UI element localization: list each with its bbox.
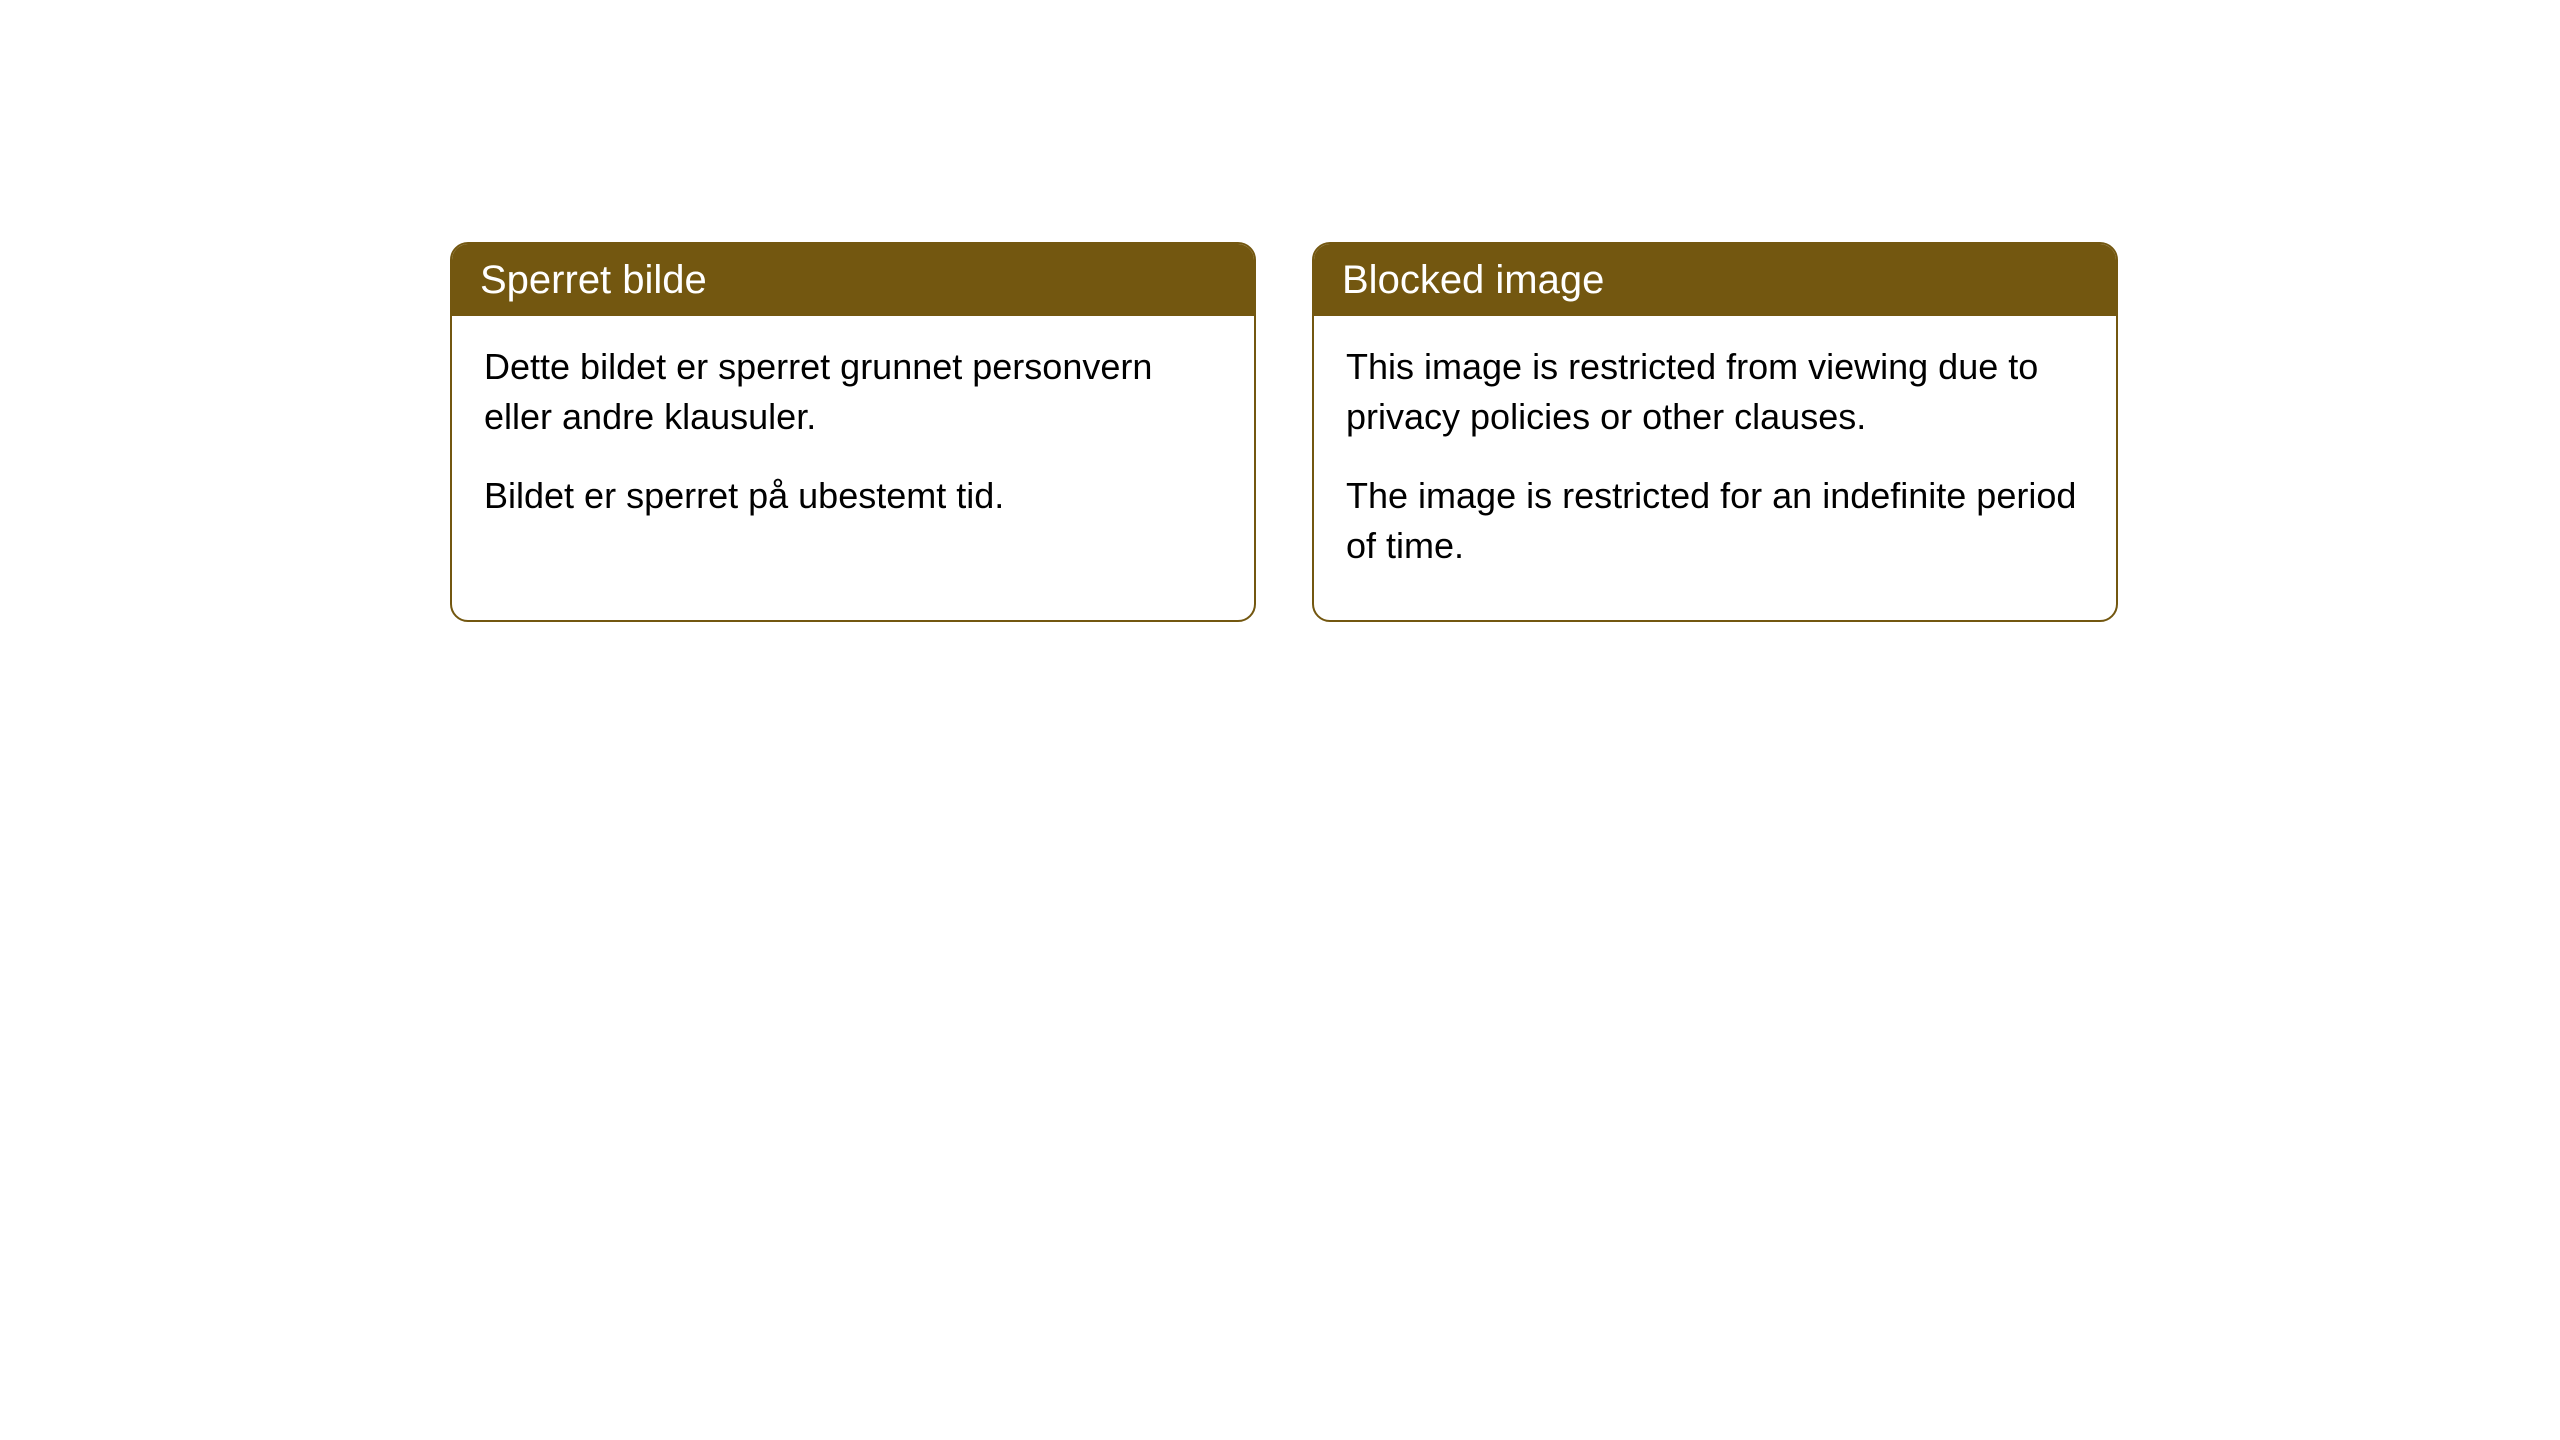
blocked-image-card-english: Blocked image This image is restricted f… — [1312, 242, 2118, 622]
card-paragraph: Bildet er sperret på ubestemt tid. — [484, 471, 1222, 521]
card-paragraph: This image is restricted from viewing du… — [1346, 342, 2084, 443]
card-paragraph: The image is restricted for an indefinit… — [1346, 471, 2084, 572]
card-body: Dette bildet er sperret grunnet personve… — [452, 316, 1254, 569]
card-container: Sperret bilde Dette bildet er sperret gr… — [0, 0, 2560, 622]
blocked-image-card-norwegian: Sperret bilde Dette bildet er sperret gr… — [450, 242, 1256, 622]
card-paragraph: Dette bildet er sperret grunnet personve… — [484, 342, 1222, 443]
card-body: This image is restricted from viewing du… — [1314, 316, 2116, 620]
card-header: Blocked image — [1314, 244, 2116, 316]
card-header: Sperret bilde — [452, 244, 1254, 316]
